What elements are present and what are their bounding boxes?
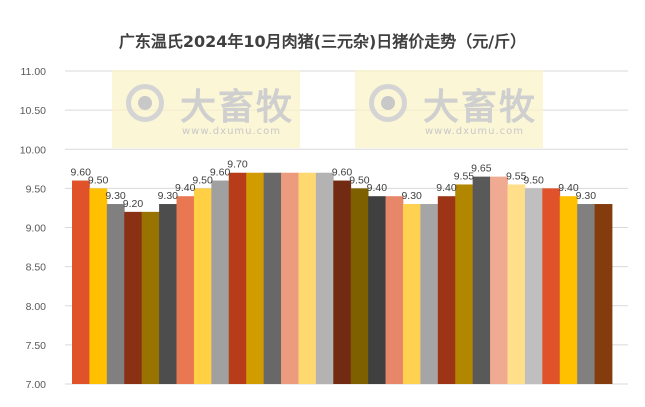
y-tick-label: 9.00: [26, 223, 47, 235]
bar: [437, 196, 456, 384]
data-label: 9.40: [367, 182, 388, 194]
y-tick-label: 10.00: [20, 144, 46, 156]
bar: [368, 196, 386, 384]
data-label: 9.30: [401, 190, 422, 202]
data-label: 9.50: [88, 174, 109, 186]
bar: [89, 188, 108, 384]
data-label: 9.60: [210, 167, 231, 179]
data-label: 9.50: [192, 174, 213, 186]
bar: [577, 204, 595, 384]
data-label: 9.30: [105, 190, 126, 202]
y-tick-label: 11.00: [21, 66, 47, 78]
data-label: 9.40: [436, 182, 457, 194]
data-label: 9.30: [576, 190, 597, 202]
bar: [420, 204, 439, 384]
bar: [507, 184, 526, 384]
y-tick-label: 8.00: [26, 301, 47, 313]
bar: [228, 172, 247, 384]
watermark-brand: 大畜牧: [180, 87, 295, 128]
data-label: 9.60: [70, 167, 91, 179]
bar: [72, 180, 90, 384]
data-label: 9.20: [123, 198, 144, 210]
y-tick-label: 7.00: [26, 379, 47, 391]
bar: [211, 180, 230, 384]
bar: [490, 176, 508, 384]
y-tick-label: 10.50: [20, 105, 46, 117]
watermark-logo: 大畜牧 www.dxumu.com: [112, 70, 300, 148]
bar: [106, 204, 125, 384]
logo-eye-icon: [369, 84, 407, 122]
bar: [385, 196, 404, 384]
bar: [559, 196, 578, 384]
y-tick-label: 9.50: [26, 183, 47, 195]
bar: [281, 172, 299, 384]
bar: [333, 180, 352, 384]
y-tick-label: 8.50: [26, 262, 47, 274]
watermark-url: www.dxumu.com: [425, 126, 525, 137]
bar: [542, 188, 561, 384]
y-tick-label: 7.50: [26, 340, 47, 352]
data-label: 9.40: [175, 182, 196, 194]
bar: [402, 204, 421, 384]
watermark-url: www.dxumu.com: [182, 126, 282, 137]
bar: [176, 196, 195, 384]
data-label: 9.30: [158, 190, 179, 202]
watermark-logo: 大畜牧 www.dxumu.com: [355, 70, 543, 148]
bar: [159, 204, 177, 384]
data-label: 9.65: [471, 163, 492, 175]
bar: [246, 172, 265, 384]
bar: [263, 172, 282, 384]
watermark-brand: 大畜牧: [423, 87, 538, 128]
bar: [472, 176, 491, 384]
bar: [350, 188, 369, 384]
logo-eye-icon: [126, 84, 164, 122]
bar: [298, 172, 317, 384]
data-label: 9.50: [523, 174, 544, 186]
bar: [193, 188, 212, 384]
data-label: 9.55: [506, 170, 527, 182]
chart-title: 广东温氏2024年10月肉猪(三元杂)日猪价走势（元/斤）: [118, 32, 527, 51]
data-label: 9.55: [454, 170, 475, 182]
data-label: 9.60: [332, 167, 353, 179]
bar: [124, 211, 143, 384]
data-label: 9.50: [349, 174, 370, 186]
bar: [594, 204, 613, 384]
bar: [141, 211, 160, 384]
bar: [524, 188, 543, 384]
data-label: 9.70: [227, 159, 248, 171]
data-label: 9.40: [558, 182, 579, 194]
bar: [315, 172, 334, 384]
bar: [455, 184, 474, 384]
